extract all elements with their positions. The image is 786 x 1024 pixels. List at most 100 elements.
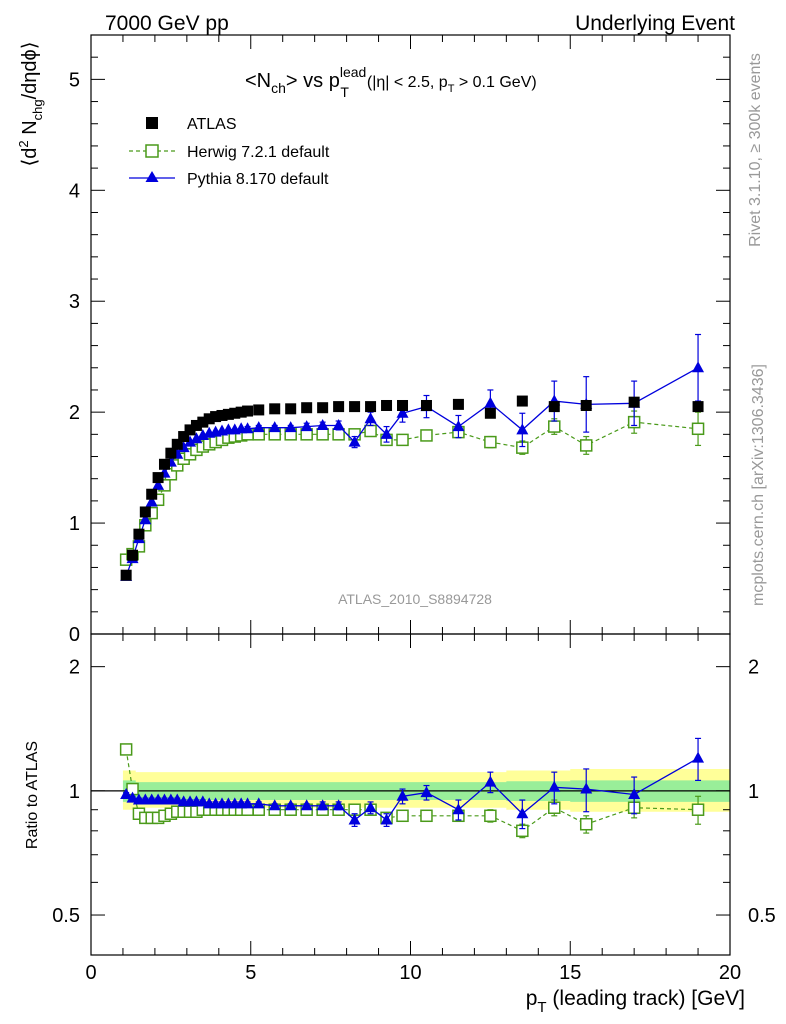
- atlas-point: [580, 399, 592, 411]
- ratio-pythia-point: [300, 799, 313, 811]
- atlas-point: [628, 396, 640, 408]
- atlas-point: [397, 399, 409, 411]
- atlas-point: [269, 403, 281, 415]
- atlas-point: [146, 488, 158, 500]
- pythia-point: [364, 412, 377, 424]
- header-left-label: 7000 GeV pp: [105, 12, 229, 35]
- ratio-y-tick-label-right: 1: [748, 781, 759, 803]
- header-right-label: Underlying Event: [575, 12, 735, 35]
- main-y-tick-label: 3: [69, 291, 80, 313]
- atlas-point: [152, 472, 164, 484]
- atlas-point: [178, 431, 190, 443]
- ratio-pythia-point: [120, 787, 133, 799]
- pythia-point: [184, 435, 197, 447]
- x-axis-label: pT (leading track) [GeV]: [526, 987, 745, 1016]
- pythia-point: [268, 421, 281, 433]
- pythia-point: [484, 396, 497, 408]
- ratio-panel: 0.5 0.51 12 20 5 10 15 20 Ratio to ATLAS pT (le…: [24, 633, 776, 1016]
- pythia-point: [300, 420, 313, 432]
- atlas-point: [216, 409, 228, 421]
- ratio-pythia-point: [452, 803, 465, 815]
- pythia-line: [125, 367, 699, 577]
- atlas-point: [158, 458, 170, 470]
- ratio-herwig-point: [579, 817, 593, 831]
- ratio-y-tick-label: 0.5: [52, 905, 80, 927]
- ratio-herwig-point: [396, 809, 409, 823]
- herwig-point: [579, 439, 593, 452]
- ratio-herwig-point: [119, 743, 133, 756]
- atlas-point: [548, 401, 560, 413]
- main-y-tick-label: 5: [69, 69, 80, 91]
- atlas-point: [133, 528, 145, 540]
- ratio-pythia-point: [484, 775, 497, 787]
- legend: ATLAS Herwig 7.2.1 default Pythia 8.170 …: [129, 116, 330, 188]
- x-tick-label: 20: [719, 962, 741, 984]
- pythia-point: [396, 406, 409, 418]
- main-panel: <Nch> vs plead T(|η| < 2.5, pT > 0.1 GeV)…: [16, 34, 731, 646]
- legend-pythia-marker: [145, 171, 159, 182]
- atlas-point: [165, 447, 177, 459]
- ratio-pythia-point: [332, 799, 345, 811]
- x-tick-label: 0: [85, 962, 96, 984]
- pythia-point: [241, 422, 254, 434]
- pythia-point: [316, 418, 329, 430]
- pythia-point: [452, 420, 465, 432]
- herwig-point: [484, 435, 497, 449]
- atlas-point: [333, 401, 345, 413]
- ratio-pythia-point: [252, 797, 265, 809]
- ratio-plot-frame: [90, 633, 731, 956]
- ratio-pythia-point: [268, 799, 281, 811]
- ratio-y-tick-label: 1: [69, 781, 80, 803]
- atlas-point: [190, 419, 202, 431]
- pythia-point: [145, 495, 158, 507]
- ratio-pythia-point: [284, 799, 297, 811]
- atlas-point: [253, 404, 265, 416]
- ratio-herwig-point: [420, 809, 433, 823]
- ratio-y-tick-label-right: 0.5: [748, 905, 776, 927]
- pythia-point: [348, 435, 361, 447]
- atlas-point: [229, 407, 241, 419]
- ratio-herwig-point: [484, 809, 497, 823]
- ratio-y-tick-label-right: 2: [748, 657, 759, 679]
- legend-atlas-marker: [146, 117, 158, 129]
- ratio-pythia-point: [692, 751, 705, 763]
- ratio-pythia-point: [420, 786, 433, 798]
- atlas-point: [484, 407, 496, 419]
- atlas-point: [420, 399, 432, 411]
- atlas-point: [692, 401, 704, 413]
- pythia-point: [284, 421, 297, 433]
- ratio-pythia-point: [364, 801, 377, 813]
- main-title: <Nch> vs plead T(|η| < 2.5, pT > 0.1 GeV): [245, 64, 537, 100]
- atlas-point: [317, 402, 329, 414]
- atlas-point: [381, 399, 393, 411]
- ratio-pythia-point: [348, 813, 361, 825]
- atlas-point: [242, 405, 254, 417]
- analysis-id-label: ATLAS_2010_S8894728: [338, 591, 492, 607]
- ratio-pythia-point: [316, 799, 329, 811]
- ratio-pythia-point: [516, 807, 529, 819]
- main-y-tick-label: 1: [69, 513, 80, 535]
- herwig-point: [364, 424, 377, 438]
- pythia-point: [152, 478, 165, 490]
- main-y-tick-label: 2: [69, 402, 80, 424]
- ratio-pythia-point: [548, 780, 561, 792]
- ratio-pythia-point: [241, 797, 254, 809]
- atlas-point: [235, 406, 247, 418]
- main-data-series: [119, 333, 705, 581]
- ratio-y-tick-label: 2: [69, 657, 80, 679]
- atlas-point: [301, 402, 313, 414]
- atlas-point: [210, 411, 222, 423]
- atlas-point: [222, 408, 234, 420]
- atlas-point: [203, 413, 215, 425]
- atlas-point: [127, 549, 139, 561]
- atlas-point: [184, 424, 196, 436]
- main-y-tick-label: 0: [69, 624, 80, 646]
- pythia-point: [190, 432, 203, 444]
- pythia-point: [252, 421, 265, 433]
- ratio-pythia-point: [580, 782, 593, 794]
- x-tick-label: 15: [559, 962, 581, 984]
- ratio-pythia-point: [380, 813, 393, 825]
- main-axis-ticks: 0 1 2 3 4 5: [69, 34, 731, 646]
- ratio-pythia-point: [396, 789, 409, 801]
